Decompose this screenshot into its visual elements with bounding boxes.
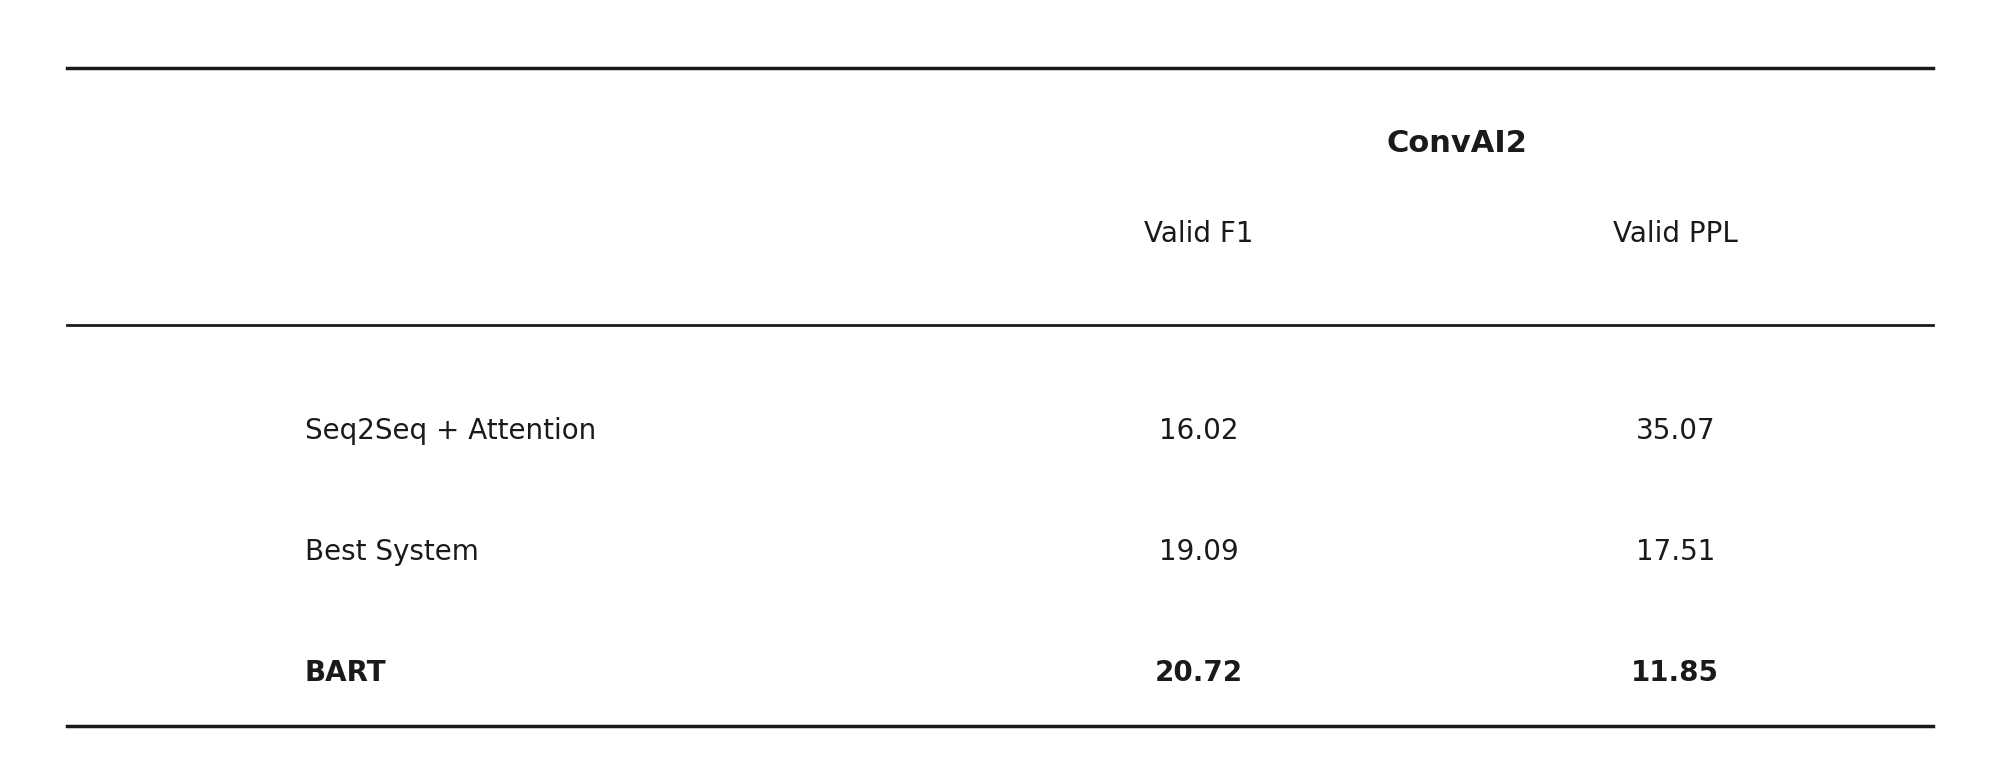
Text: 16.02: 16.02 [1158,417,1238,445]
Text: 20.72: 20.72 [1154,659,1242,687]
Text: 19.09: 19.09 [1158,538,1238,566]
Text: Seq2Seq + Attention: Seq2Seq + Attention [304,417,596,445]
Text: Valid F1: Valid F1 [1144,220,1254,248]
Text: Best System: Best System [304,538,478,566]
Text: 17.51: 17.51 [1636,538,1714,566]
Text: Valid PPL: Valid PPL [1612,220,1738,248]
Text: 11.85: 11.85 [1632,659,1720,687]
Text: ConvAI2: ConvAI2 [1386,129,1528,158]
Text: BART: BART [304,659,386,687]
Text: 35.07: 35.07 [1636,417,1716,445]
